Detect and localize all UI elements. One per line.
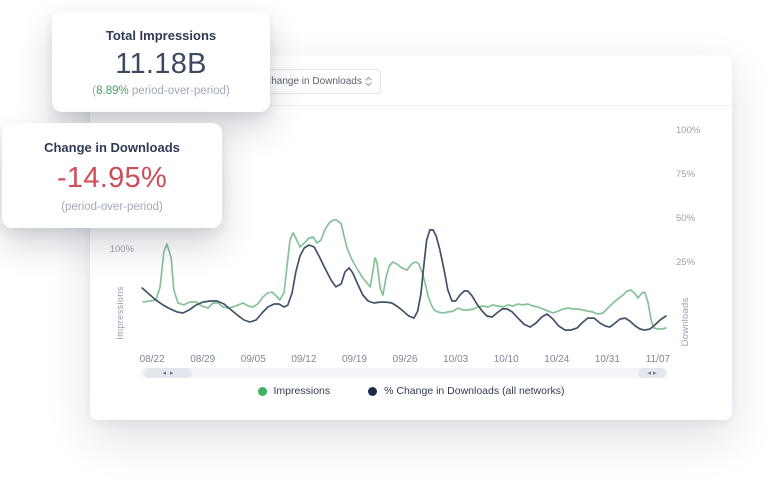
x-tick-label: 10/24 — [544, 354, 570, 365]
subtext-delta: 8.89% — [96, 85, 129, 97]
card-subtext: (period-over-period) — [61, 201, 163, 213]
chart-scrollbar: ◂ ▸ ◂ ▸ — [140, 368, 668, 378]
axis-tick-label: 100% — [109, 244, 134, 255]
card-title: Change in Downloads — [44, 140, 180, 155]
series-line-impressions — [142, 219, 667, 330]
x-tick-label: 09/12 — [291, 354, 317, 365]
x-tick-label: 09/26 — [392, 354, 418, 365]
subtext-paren: ( — [92, 85, 97, 97]
legend-item-impressions[interactable]: Impressions — [257, 385, 331, 397]
scrollbar-right-thumb[interactable]: ◂ ▸ — [638, 368, 666, 378]
x-tick-label: 10/31 — [594, 354, 620, 365]
axis-tick-label: 50% — [676, 213, 696, 224]
scrollbar-track[interactable] — [140, 368, 668, 378]
x-tick-label: 09/05 — [240, 354, 266, 365]
x-tick-label: 10/03 — [443, 354, 469, 365]
card-title: Total Impressions — [105, 28, 217, 43]
x-axis-ticks: 08/22 08/29 09/05 09/12 09/19 09/26 10/03 10/10… — [139, 354, 671, 366]
scroll-right-icon[interactable]: ▸ — [653, 369, 657, 377]
axis-tick-label: 100% — [676, 125, 701, 136]
legend-item-downloads_change[interactable]: % Change in Downloads (all networks) — [368, 385, 564, 397]
chevron-updown-icon — [365, 76, 372, 87]
x-tick-label: 08/22 — [139, 354, 165, 365]
x-tick-label: 11/07 — [645, 354, 671, 365]
panel-header: Change in Downloads — [90, 55, 732, 106]
legend: Impressions % Change in Downloads (all ne… — [90, 385, 732, 397]
x-tick-label: 09/19 — [341, 354, 367, 365]
axis-tick-label: 25% — [676, 257, 696, 268]
total-impressions-value: 11.18B — [115, 47, 207, 80]
change-in-downloads-value: -14.95% — [56, 161, 168, 194]
x-tick-label: 10/10 — [493, 354, 519, 365]
legend-dot-impressions — [257, 386, 267, 396]
plot-area[interactable] — [140, 113, 668, 350]
left-axis-title: Impressions — [115, 286, 126, 340]
scrollbar-left-thumb[interactable]: ◂ ▸ — [144, 368, 192, 378]
scroll-right-icon[interactable]: ▸ — [170, 369, 174, 377]
right-axis-title: Downloads — [680, 297, 691, 347]
legend-label: % Change in Downloads (all networks) — [384, 385, 565, 397]
metric-dropdown-label: Change in Downloads — [264, 76, 362, 87]
total-impressions-card: Total Impressions 11.18B (8.89% period-o… — [52, 11, 270, 112]
axis-tick-label: 75% — [676, 169, 696, 180]
legend-dot-downloads_change — [368, 386, 378, 396]
x-tick-label: 08/29 — [190, 354, 216, 365]
change-in-downloads-card: Change in Downloads -14.95% (period-over… — [2, 123, 222, 228]
chart-panel: Change in Downloads Impressions Download… — [90, 55, 732, 420]
metric-dropdown[interactable]: Change in Downloads — [255, 69, 381, 94]
scroll-left-icon[interactable]: ◂ — [647, 369, 651, 377]
legend-label: Impressions — [273, 385, 331, 397]
card-subtext: (8.89% period-over-period) — [92, 85, 229, 97]
scroll-left-icon[interactable]: ◂ — [162, 369, 166, 377]
subtext-rest: period-over-period) — [128, 85, 230, 97]
series-line-downloads_change — [141, 229, 667, 331]
